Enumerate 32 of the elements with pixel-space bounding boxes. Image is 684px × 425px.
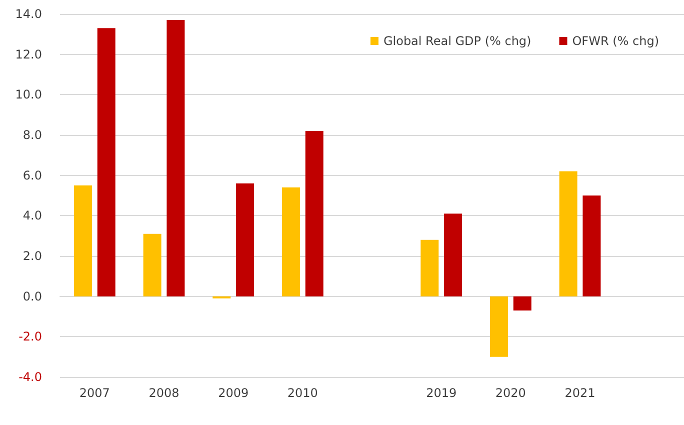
y-tick-label: 4.0 [22, 208, 42, 223]
bar [490, 296, 508, 357]
y-tick-label: 6.0 [22, 168, 42, 182]
bar [305, 130, 324, 296]
bar [143, 234, 162, 296]
x-tick-label: 2021 [564, 386, 596, 400]
legend-label: Global Real GDP (% chg) [383, 34, 532, 48]
x-tick-label: 2009 [218, 386, 249, 400]
bar [236, 183, 254, 296]
x-tick-label: 2007 [79, 386, 110, 400]
y-tick-label: -2.0 [18, 330, 42, 344]
bar [513, 296, 532, 310]
bar [97, 28, 116, 296]
y-tick-label: 12.0 [15, 47, 42, 62]
bar [559, 171, 578, 296]
bar [74, 185, 92, 296]
y-tick-label: 10.0 [15, 88, 42, 102]
x-tick-label: 2010 [287, 386, 318, 400]
legend-label: OFWR (% chg) [572, 34, 659, 48]
bar [420, 240, 439, 296]
y-tick-label: 8.0 [22, 128, 42, 142]
bar [444, 214, 462, 296]
y-tick-label: 14.0 [15, 7, 42, 21]
x-tick-label: 2020 [495, 386, 526, 400]
bar [166, 20, 185, 296]
y-tick-label: 0.0 [22, 289, 42, 304]
x-tick-label: 2008 [148, 386, 180, 400]
bar [582, 196, 601, 296]
y-tick-label: -4.0 [18, 370, 42, 384]
bar [282, 187, 300, 296]
y-tick-label: 2.0 [22, 249, 42, 263]
x-tick-label: 2019 [426, 386, 457, 400]
